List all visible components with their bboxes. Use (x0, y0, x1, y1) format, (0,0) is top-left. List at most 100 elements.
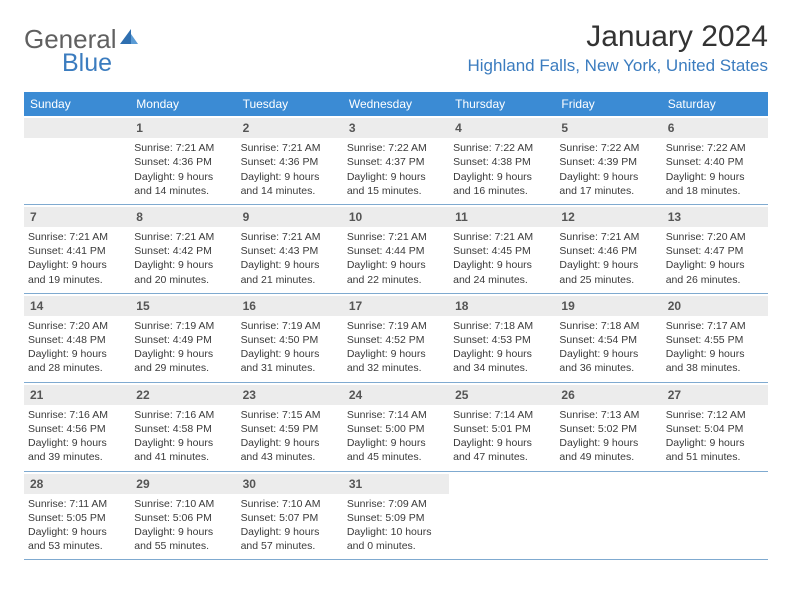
day-cell (449, 472, 555, 560)
sunrise-line: Sunrise: 7:13 AM (559, 408, 657, 422)
day-header-row: SundayMondayTuesdayWednesdayThursdayFrid… (24, 92, 768, 116)
sunset-line: Sunset: 4:53 PM (453, 333, 551, 347)
week-row: 1Sunrise: 7:21 AMSunset: 4:36 PMDaylight… (24, 116, 768, 205)
sunrise-line: Sunrise: 7:22 AM (347, 141, 445, 155)
logo-text-blue: Blue (62, 49, 140, 78)
sunrise-line: Sunrise: 7:21 AM (347, 230, 445, 244)
daylight-line: Daylight: 9 hours and 55 minutes. (134, 525, 232, 553)
day-cell: 26Sunrise: 7:13 AMSunset: 5:02 PMDayligh… (555, 383, 661, 471)
day-cell: 8Sunrise: 7:21 AMSunset: 4:42 PMDaylight… (130, 205, 236, 293)
sunrise-line: Sunrise: 7:21 AM (28, 230, 126, 244)
day-number: 2 (237, 118, 343, 138)
sunrise-line: Sunrise: 7:16 AM (134, 408, 232, 422)
day-number: 12 (555, 207, 661, 227)
daylight-line: Daylight: 9 hours and 16 minutes. (453, 170, 551, 198)
day-number: 31 (343, 474, 449, 494)
sunset-line: Sunset: 4:37 PM (347, 155, 445, 169)
sunset-line: Sunset: 5:05 PM (28, 511, 126, 525)
sunrise-line: Sunrise: 7:22 AM (453, 141, 551, 155)
sunset-line: Sunset: 5:02 PM (559, 422, 657, 436)
day-cell (662, 472, 768, 560)
day-number: 9 (237, 207, 343, 227)
day-number: 16 (237, 296, 343, 316)
daylight-line: Daylight: 9 hours and 49 minutes. (559, 436, 657, 464)
sunset-line: Sunset: 4:44 PM (347, 244, 445, 258)
daylight-line: Daylight: 9 hours and 26 minutes. (666, 258, 764, 286)
day-cell (555, 472, 661, 560)
title-block: January 2024 Highland Falls, New York, U… (468, 20, 769, 76)
day-cell: 20Sunrise: 7:17 AMSunset: 4:55 PMDayligh… (662, 294, 768, 382)
daylight-line: Daylight: 9 hours and 21 minutes. (241, 258, 339, 286)
daylight-line: Daylight: 9 hours and 47 minutes. (453, 436, 551, 464)
sunset-line: Sunset: 4:59 PM (241, 422, 339, 436)
sunset-line: Sunset: 4:39 PM (559, 155, 657, 169)
sunset-line: Sunset: 5:06 PM (134, 511, 232, 525)
day-cell: 10Sunrise: 7:21 AMSunset: 4:44 PMDayligh… (343, 205, 449, 293)
day-number: 1 (130, 118, 236, 138)
day-cell: 23Sunrise: 7:15 AMSunset: 4:59 PMDayligh… (237, 383, 343, 471)
day-header: Wednesday (343, 92, 449, 116)
week-row: 28Sunrise: 7:11 AMSunset: 5:05 PMDayligh… (24, 472, 768, 561)
sunset-line: Sunset: 4:48 PM (28, 333, 126, 347)
day-number: 19 (555, 296, 661, 316)
daylight-line: Daylight: 9 hours and 43 minutes. (241, 436, 339, 464)
day-cell: 17Sunrise: 7:19 AMSunset: 4:52 PMDayligh… (343, 294, 449, 382)
daylight-line: Daylight: 9 hours and 15 minutes. (347, 170, 445, 198)
sunset-line: Sunset: 4:42 PM (134, 244, 232, 258)
sunset-line: Sunset: 4:40 PM (666, 155, 764, 169)
logo: GeneralBlue (24, 24, 140, 78)
sunrise-line: Sunrise: 7:21 AM (241, 230, 339, 244)
sunset-line: Sunset: 5:04 PM (666, 422, 764, 436)
daylight-line: Daylight: 9 hours and 19 minutes. (28, 258, 126, 286)
sunrise-line: Sunrise: 7:17 AM (666, 319, 764, 333)
day-header: Sunday (24, 92, 130, 116)
day-cell: 4 Sunrise: 7:22 AMSunset: 4:38 PMDaylight… (449, 116, 555, 204)
day-cell: 2Sunrise: 7:21 AMSunset: 4:36 PMDaylight… (237, 116, 343, 204)
day-cell: 7Sunrise: 7:21 AMSunset: 4:41 PMDaylight… (24, 205, 130, 293)
day-cell: 6Sunrise: 7:22 AMSunset: 4:40 PMDaylight… (662, 116, 768, 204)
day-cell: 12Sunrise: 7:21 AMSunset: 4:46 PMDayligh… (555, 205, 661, 293)
sunrise-line: Sunrise: 7:21 AM (241, 141, 339, 155)
sunrise-line: Sunrise: 7:12 AM (666, 408, 764, 422)
day-cell: 22Sunrise: 7:16 AMSunset: 4:58 PMDayligh… (130, 383, 236, 471)
day-number: 20 (662, 296, 768, 316)
sunrise-line: Sunrise: 7:20 AM (666, 230, 764, 244)
daylight-line: Daylight: 9 hours and 24 minutes. (453, 258, 551, 286)
day-cell: 9Sunrise: 7:21 AMSunset: 4:43 PMDaylight… (237, 205, 343, 293)
day-number: 5 (555, 118, 661, 138)
week-row: 21Sunrise: 7:16 AMSunset: 4:56 PMDayligh… (24, 383, 768, 472)
sunrise-line: Sunrise: 7:19 AM (241, 319, 339, 333)
day-cell: 31Sunrise: 7:09 AMSunset: 5:09 PMDayligh… (343, 472, 449, 560)
day-number: 24 (343, 385, 449, 405)
sail-icon (118, 26, 140, 51)
day-number: 17 (343, 296, 449, 316)
day-number: 25 (449, 385, 555, 405)
day-cell: 13Sunrise: 7:20 AMSunset: 4:47 PMDayligh… (662, 205, 768, 293)
sunrise-line: Sunrise: 7:21 AM (134, 141, 232, 155)
sunrise-line: Sunrise: 7:14 AM (347, 408, 445, 422)
daylight-line: Daylight: 9 hours and 41 minutes. (134, 436, 232, 464)
week-row: 7Sunrise: 7:21 AMSunset: 4:41 PMDaylight… (24, 205, 768, 294)
day-number: 29 (130, 474, 236, 494)
daylight-line: Daylight: 9 hours and 14 minutes. (134, 170, 232, 198)
day-number: 4 (449, 118, 555, 138)
day-cell: 27Sunrise: 7:12 AMSunset: 5:04 PMDayligh… (662, 383, 768, 471)
sunset-line: Sunset: 4:47 PM (666, 244, 764, 258)
sunrise-line: Sunrise: 7:20 AM (28, 319, 126, 333)
day-header: Friday (555, 92, 661, 116)
day-number: 30 (237, 474, 343, 494)
daylight-line: Daylight: 9 hours and 20 minutes. (134, 258, 232, 286)
daylight-line: Daylight: 9 hours and 32 minutes. (347, 347, 445, 375)
daylight-line: Daylight: 9 hours and 18 minutes. (666, 170, 764, 198)
daylight-line: Daylight: 10 hours and 0 minutes. (347, 525, 445, 553)
sunset-line: Sunset: 4:56 PM (28, 422, 126, 436)
sunset-line: Sunset: 4:54 PM (559, 333, 657, 347)
day-header: Tuesday (237, 92, 343, 116)
day-cell (24, 116, 130, 204)
sunset-line: Sunset: 4:38 PM (453, 155, 551, 169)
sunrise-line: Sunrise: 7:09 AM (347, 497, 445, 511)
location: Highland Falls, New York, United States (468, 56, 769, 76)
daylight-line: Daylight: 9 hours and 51 minutes. (666, 436, 764, 464)
daylight-line: Daylight: 9 hours and 29 minutes. (134, 347, 232, 375)
day-cell: 3Sunrise: 7:22 AMSunset: 4:37 PMDaylight… (343, 116, 449, 204)
